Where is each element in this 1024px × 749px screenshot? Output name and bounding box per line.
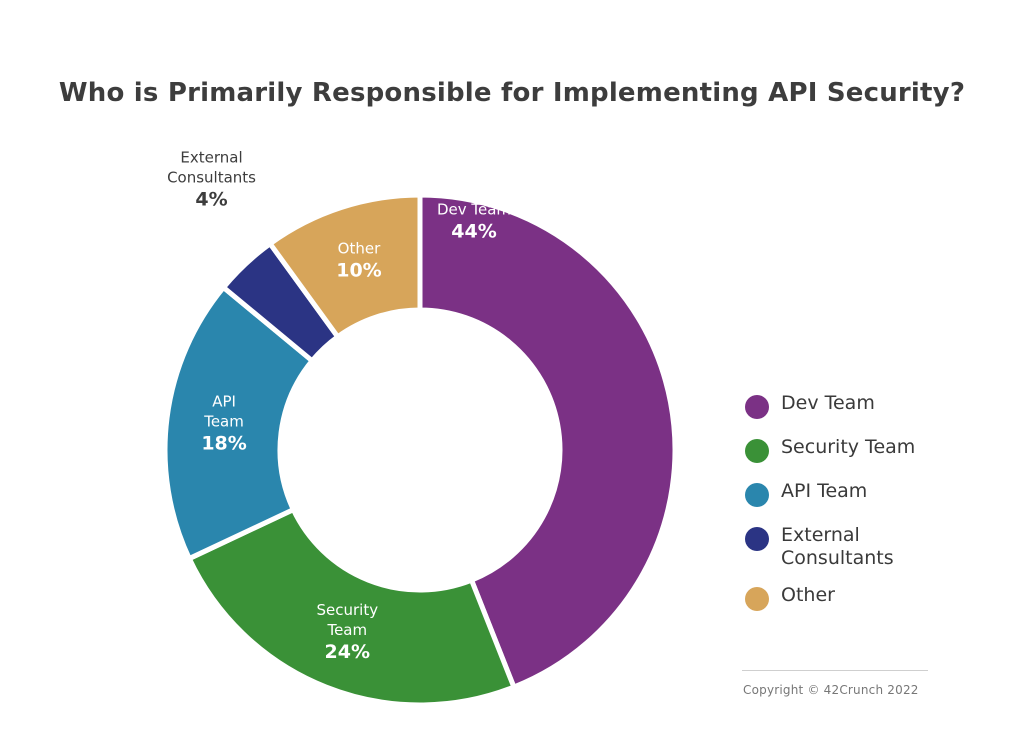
slice-value-text: 44% xyxy=(451,220,496,242)
slice-label-text: Consultants xyxy=(167,168,256,186)
slice-label-text: Team xyxy=(203,413,244,431)
slice-other xyxy=(267,192,423,340)
slice-value-text: 4% xyxy=(195,188,227,210)
legend-item-api-team: API Team xyxy=(745,480,1015,510)
legend: Dev Team Security Team API Team External… xyxy=(745,392,1015,628)
legend-label: Dev Team xyxy=(781,392,875,414)
slice-label-text: Team xyxy=(326,621,367,639)
chart-title: Who is Primarily Responsible for Impleme… xyxy=(58,78,966,108)
slice-label-external-consultants: External Consultants 4% xyxy=(167,148,256,210)
legend-item-other: Other xyxy=(745,584,1015,614)
legend-item-external-consultants: External Consultants xyxy=(745,524,1015,570)
slice-api-team xyxy=(162,284,315,562)
legend-item-security-team: Security Team xyxy=(745,436,1015,466)
slice-label-text: External xyxy=(180,148,242,166)
legend-label: API Team xyxy=(781,480,868,502)
legend-label: Security Team xyxy=(781,436,916,458)
slice-label-text: API xyxy=(212,393,236,411)
slice-label-other: Other 10% xyxy=(336,240,381,282)
legend-swatch-dev-team xyxy=(745,395,769,419)
footer-divider xyxy=(742,670,928,671)
slice-label-text: Other xyxy=(338,240,381,258)
slice-label-security-team: Security Team 24% xyxy=(316,601,378,663)
slice-label-dev-team: Dev Team 44% xyxy=(437,200,511,242)
legend-swatch-external-consultants xyxy=(745,527,769,551)
legend-label: External Consultants xyxy=(781,524,894,569)
copyright-text: Copyright © 42Crunch 2022 xyxy=(743,683,919,697)
slice-label-api-team: API Team 18% xyxy=(201,393,246,455)
slice-security-team xyxy=(186,507,517,708)
slice-dev-team xyxy=(417,192,678,690)
slice-value-text: 18% xyxy=(201,433,246,455)
legend-swatch-other xyxy=(745,587,769,611)
slice-label-text: Dev Team xyxy=(437,200,511,218)
legend-label: Other xyxy=(781,584,835,606)
slice-value-text: 10% xyxy=(336,260,381,282)
legend-swatch-security-team xyxy=(745,439,769,463)
slice-value-text: 24% xyxy=(325,641,370,663)
legend-swatch-api-team xyxy=(745,483,769,507)
slice-label-text: Security xyxy=(316,601,378,619)
legend-item-dev-team: Dev Team xyxy=(745,392,1015,422)
